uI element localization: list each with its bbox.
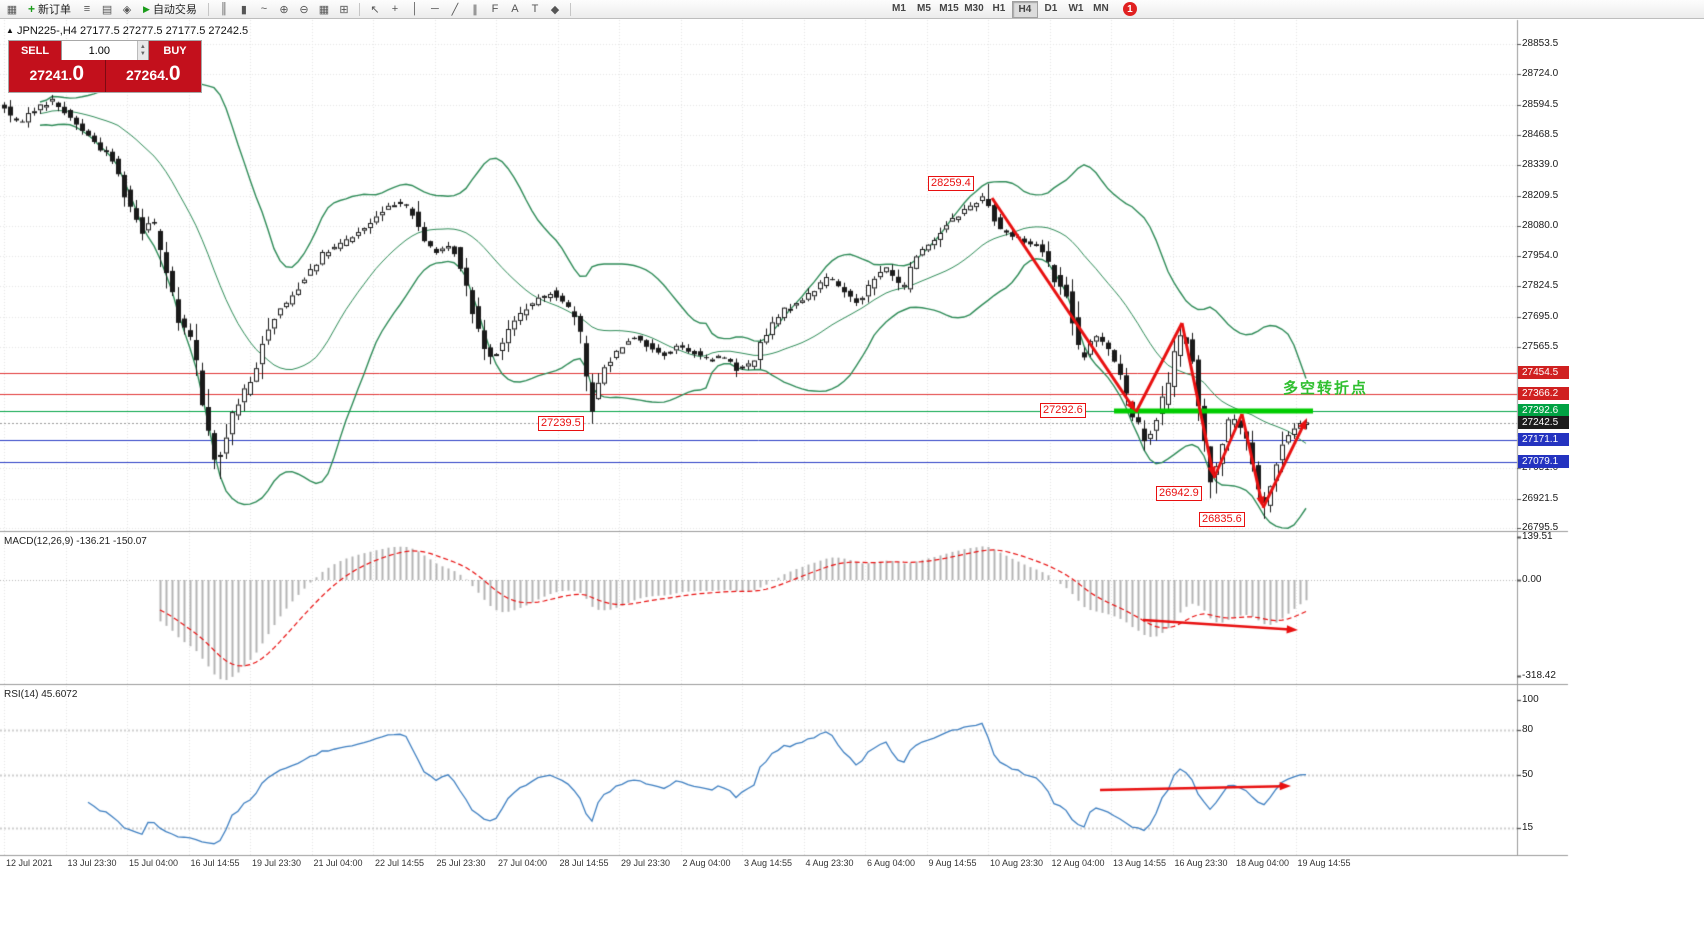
spinner-down-icon[interactable]: ▼ bbox=[139, 50, 146, 57]
new-order-label: 新订单 bbox=[38, 4, 72, 16]
autotrade-play-icon: ▶ bbox=[143, 3, 150, 14]
equidistant-channel-icon[interactable]: ∥ bbox=[472, 3, 478, 16]
toolbar-group-chart: ║ ▮ ~ ⊕ ⊖ ▦ ⊞ bbox=[215, 2, 353, 17]
buy-button[interactable]: BUY bbox=[149, 41, 201, 60]
symbol-marker-icon: ▲ bbox=[6, 26, 14, 35]
timeframe-h4[interactable]: H4 bbox=[1011, 0, 1038, 18]
zoom-out-icon[interactable]: ⊖ bbox=[299, 3, 309, 16]
symbol-ohlc-text: JPN225-,H4 27177.5 27277.5 27177.5 27242… bbox=[16, 25, 249, 37]
toolbar: ▦ + 新订单 ≡ ▤ ◈ ▶ 自动交易 ║ ▮ ~ ⊕ ⊖ ▦ ⊞ ↖ + │ ─ ╱ ∥ F A T ◆ M1… bbox=[0, 0, 1704, 19]
timeframe-bar: M1 M5 M15 M30 H1 H4 D1 W1 MN bbox=[887, 0, 1113, 18]
candlestick-chart-icon[interactable]: ▮ bbox=[240, 3, 247, 16]
volume-spinner[interactable]: ▲ ▼ bbox=[136, 41, 148, 60]
buy-price-main: 27264. bbox=[125, 67, 169, 83]
timeframe-m15[interactable]: M15 bbox=[939, 2, 959, 14]
bar-chart-icon[interactable]: ║ bbox=[220, 3, 228, 15]
navigator-icon[interactable]: ◈ bbox=[122, 3, 132, 16]
buy-price[interactable]: 27264. 0 bbox=[106, 60, 202, 92]
autotrade-label: 自动交易 bbox=[152, 4, 197, 16]
sell-price-last-digit: 0 bbox=[72, 62, 84, 85]
timeframe-w1[interactable]: W1 bbox=[1068, 2, 1084, 14]
notification-badge[interactable]: 1 bbox=[1122, 2, 1137, 16]
vertical-line-icon[interactable]: │ bbox=[411, 3, 419, 15]
sell-price[interactable]: 27241. 0 bbox=[9, 60, 106, 92]
spinner-up-icon[interactable]: ▲ bbox=[139, 43, 146, 50]
one-click-trading-panel: SELL ▲▼ BUY 27241.0 27264.0 bbox=[8, 40, 202, 93]
timeframe-h1[interactable]: H1 bbox=[992, 2, 1006, 14]
new-chart-icon[interactable]: ▦ bbox=[6, 3, 18, 16]
timeframe-m1[interactable]: M1 bbox=[891, 2, 906, 14]
toolbar-separator bbox=[358, 2, 360, 16]
cursor-icon[interactable]: ↖ bbox=[370, 3, 380, 16]
macd-indicator-label: MACD(12,26,9) -136.21 -150.07 bbox=[4, 536, 147, 547]
sell-button[interactable]: SELL bbox=[9, 41, 61, 60]
timeframe-d1[interactable]: D1 bbox=[1044, 2, 1058, 14]
zoom-in-icon[interactable]: ⊕ bbox=[279, 3, 289, 16]
toolbar-separator bbox=[207, 2, 209, 16]
volume-field: ▲▼ bbox=[61, 41, 149, 60]
toolbar-group-left: ≡ ▤ ◈ bbox=[78, 2, 136, 17]
toolbar-separator bbox=[569, 2, 571, 16]
auto-arrange-icon[interactable]: ▦ bbox=[318, 3, 330, 16]
toolbar-group-pre: ▦ bbox=[3, 2, 21, 17]
timeframe-mn[interactable]: MN bbox=[1093, 2, 1109, 14]
rsi-indicator-label: RSI(14) 45.6072 bbox=[4, 689, 78, 700]
autotrade-button[interactable]: ▶ 自动交易 bbox=[138, 1, 202, 17]
market-watch-icon[interactable]: ≡ bbox=[83, 3, 91, 15]
symbol-ohlc-line: ▲ JPN225-,H4 27177.5 27277.5 27177.5 272… bbox=[6, 25, 248, 37]
horizontal-line-icon[interactable]: ─ bbox=[431, 3, 439, 15]
data-window-icon[interactable]: ▤ bbox=[101, 3, 113, 16]
volume-input[interactable] bbox=[62, 41, 137, 60]
fibonacci-icon[interactable]: F bbox=[491, 3, 499, 15]
sell-price-main: 27241. bbox=[29, 67, 73, 83]
crosshair-icon[interactable]: + bbox=[391, 3, 399, 15]
trendline-icon[interactable]: ╱ bbox=[451, 3, 459, 16]
buy-price-last-digit: 0 bbox=[168, 62, 181, 85]
text-icon[interactable]: A bbox=[511, 3, 519, 15]
tile-windows-icon[interactable]: ⊞ bbox=[339, 3, 349, 16]
arrows-icon[interactable]: ◆ bbox=[550, 3, 560, 16]
label-icon[interactable]: T bbox=[531, 3, 539, 15]
timeframe-m30[interactable]: M30 bbox=[964, 2, 984, 14]
new-order-button[interactable]: + 新订单 bbox=[23, 1, 76, 17]
line-chart-icon[interactable]: ~ bbox=[260, 3, 268, 15]
new-order-plus-icon: + bbox=[28, 2, 36, 16]
toolbar-group-tools: ↖ + │ ─ ╱ ∥ F A T ◆ bbox=[366, 2, 564, 17]
timeframe-m5[interactable]: M5 bbox=[916, 2, 931, 14]
